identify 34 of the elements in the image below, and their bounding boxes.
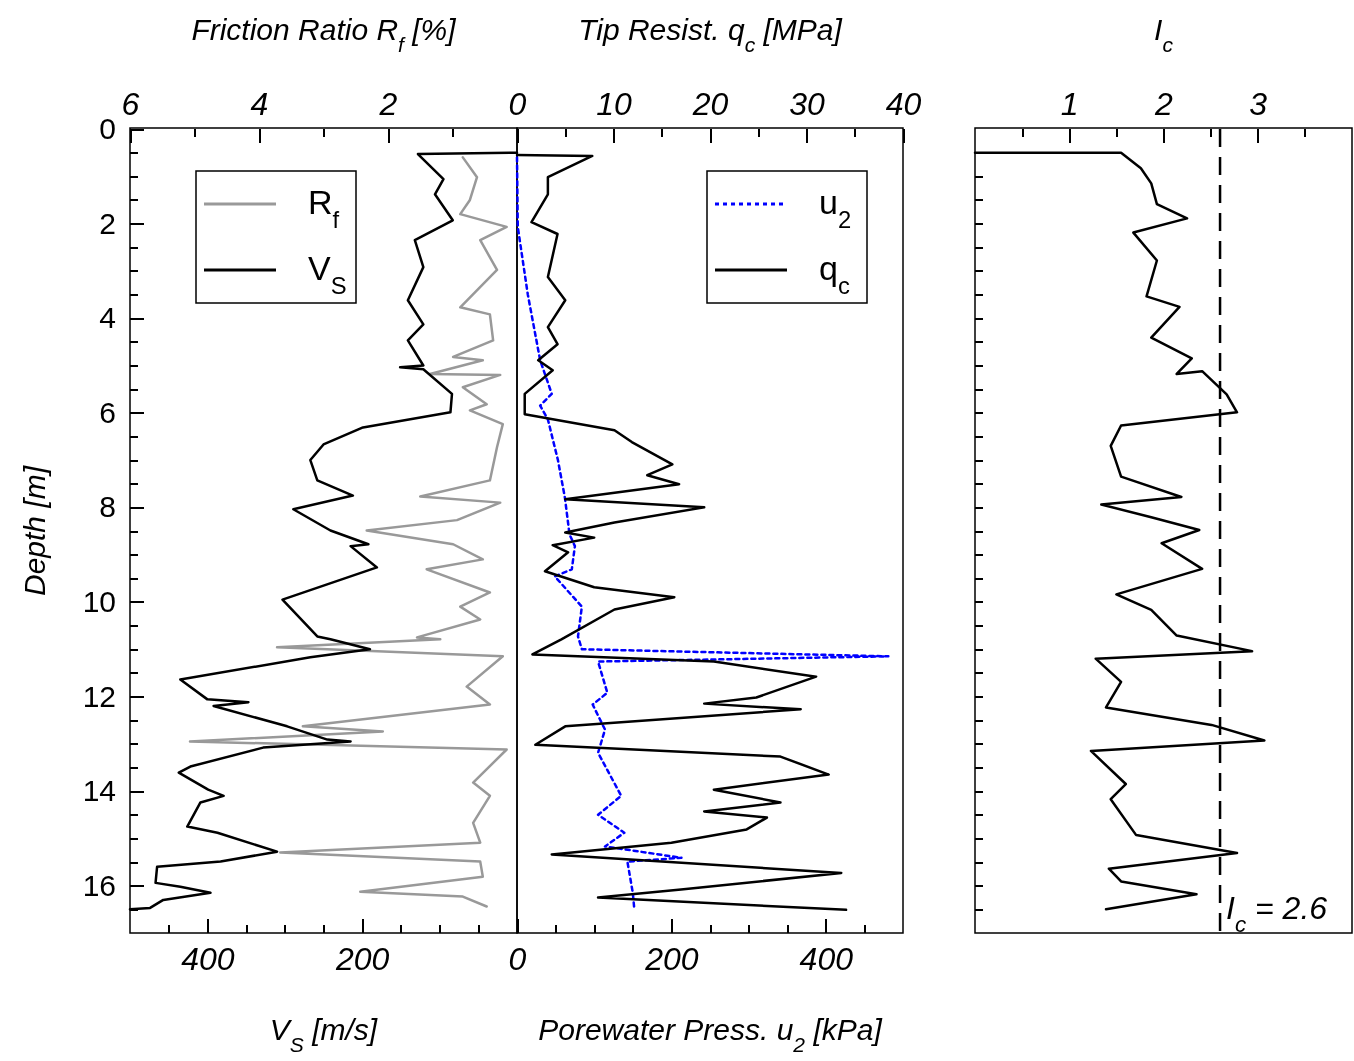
x2-tick-label: 10 [596, 86, 632, 122]
x-tick-label: 3 [1249, 86, 1268, 122]
x-tick-label: 2 [1154, 86, 1174, 122]
y-tick-label: 16 [82, 868, 116, 902]
y-tick-label: 4 [99, 301, 116, 335]
x-tick-label: 200 [644, 940, 699, 977]
legend-label: q$_{c}$ [819, 249, 850, 299]
x-tick-label: 400 [799, 940, 854, 977]
x2-tick-label: 4 [250, 86, 269, 122]
ref-line-label: I$_{c}$ = 2.6 [1226, 890, 1328, 937]
x2-tick-label: 6 [121, 86, 140, 122]
x2-tick-label: 20 [691, 86, 729, 122]
y-tick-label: 2 [99, 206, 116, 240]
legend-label: u$_{2}$ [819, 183, 852, 233]
x-axis-title: Porewater Press. u$_{2}$ [kPa] [538, 1013, 883, 1056]
y-tick-label: 12 [82, 679, 116, 713]
y-tick-label: 8 [99, 490, 116, 524]
x-axis-title: V$_{S}$ [m/s] [269, 1013, 378, 1056]
y-tick-label: 0 [99, 112, 116, 146]
legend-label: R$_{f}$ [308, 183, 340, 233]
x-tick-label: 0 [508, 940, 527, 977]
x-tick-label: 1 [1060, 86, 1079, 122]
x-tick-label: 200 [335, 940, 390, 977]
x2-axis-title: Friction Ratio R$_{f}$ [%] [191, 13, 457, 56]
y-tick-label: 6 [99, 395, 116, 429]
x2-tick-label: 40 [885, 86, 922, 122]
legend-label: V$_{S}$ [308, 249, 347, 299]
y-axis-title: Depth [m] [18, 465, 51, 597]
x2-tick-label: 30 [789, 86, 825, 122]
x-axis-title: I$_{c}$ [1154, 13, 1174, 56]
x2-axis-title: Tip Resist. q$_{c}$ [MPa] [578, 13, 843, 56]
y-tick-label: 14 [82, 774, 116, 808]
x-tick-label: 400 [181, 940, 235, 977]
y-tick-label: 10 [82, 585, 116, 619]
